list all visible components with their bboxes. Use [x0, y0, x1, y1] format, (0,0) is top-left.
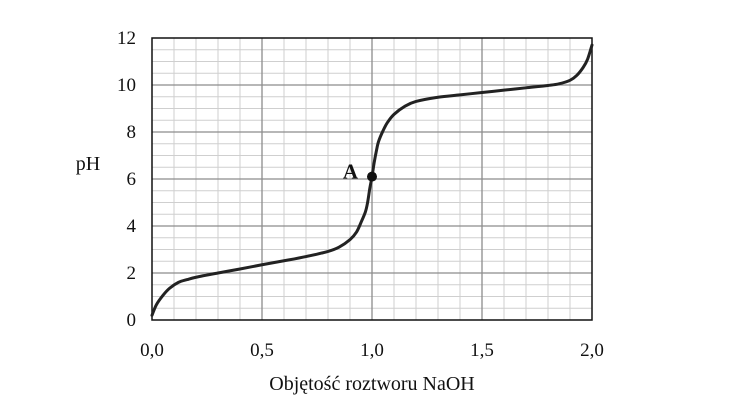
y-tick-label: 8: [127, 122, 137, 143]
y-tick-label: 2: [127, 263, 137, 284]
x-axis-label: Objętość roztworu NaOH: [269, 373, 475, 395]
annotations: A: [343, 160, 377, 184]
x-tick-label: 2,0: [580, 340, 604, 361]
point-a-label: A: [343, 160, 359, 184]
plot-frame: [151, 37, 593, 321]
y-tick-label: 6: [127, 169, 137, 190]
point-a-marker: [367, 171, 377, 182]
x-tick-label: 0,0: [140, 340, 164, 361]
x-tick-label: 1,0: [360, 340, 384, 361]
y-tick-label: 12: [117, 28, 136, 49]
y-tick-label: 10: [117, 75, 136, 96]
x-tick-label: 0,5: [250, 340, 274, 361]
y-axis-label: pH: [76, 153, 100, 175]
y-tick-label: 0: [127, 310, 137, 331]
y-axis-ticks: 0 2 4 6 8 10 12: [117, 28, 137, 331]
x-axis-ticks: 0,0 0,5 1,0 1,5 2,0: [140, 340, 604, 361]
y-tick-label: 4: [127, 216, 137, 237]
x-tick-label: 1,5: [470, 340, 494, 361]
